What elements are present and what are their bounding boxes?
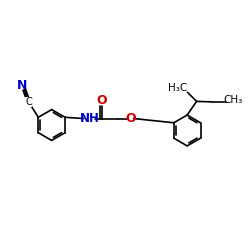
Text: O: O (96, 94, 107, 107)
Text: C: C (26, 98, 32, 108)
Text: H₃C: H₃C (168, 83, 187, 93)
Text: N: N (17, 79, 28, 92)
Text: O: O (125, 112, 136, 125)
Text: CH₃: CH₃ (224, 95, 243, 105)
Text: NH: NH (80, 112, 100, 125)
